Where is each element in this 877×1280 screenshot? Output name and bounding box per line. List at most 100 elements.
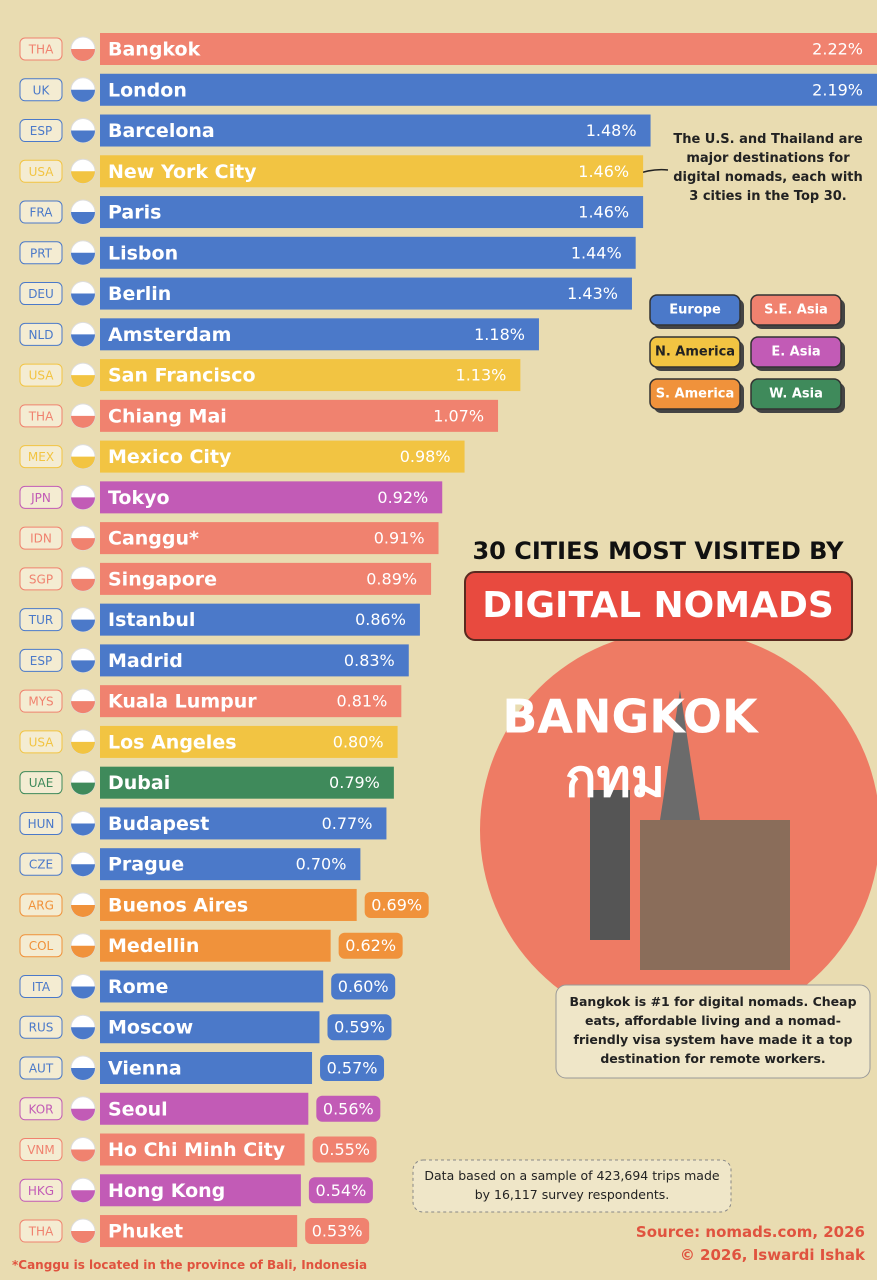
bar — [100, 562, 432, 595]
flag — [71, 497, 95, 510]
flag — [71, 334, 95, 347]
code-pill — [19, 282, 63, 306]
temple — [640, 820, 790, 970]
country-code: COL — [29, 939, 54, 953]
value-pill — [312, 1136, 377, 1163]
country-code: ESP — [30, 654, 52, 668]
value-label: 1.46% — [578, 162, 629, 181]
flag — [71, 49, 95, 61]
value-label: 0.62% — [345, 936, 396, 955]
value-label: 0.83% — [344, 651, 395, 670]
bar — [100, 522, 439, 555]
value-label: 0.70% — [296, 855, 347, 874]
country-code: JPN — [30, 491, 51, 505]
country-code: VNM — [27, 1143, 55, 1157]
country-code: PRT — [30, 246, 53, 260]
bar — [100, 1215, 298, 1248]
flag — [71, 130, 95, 143]
code-pill — [19, 1097, 63, 1121]
value-label: 0.69% — [371, 895, 422, 914]
code-pill — [19, 893, 63, 917]
credit: © 2026, Iswardi Ishak — [679, 1246, 865, 1264]
flag — [71, 741, 95, 754]
legend-swatch — [750, 378, 842, 410]
legend-swatch — [649, 336, 741, 368]
flag — [71, 782, 95, 795]
value-label: 0.53% — [312, 1222, 363, 1241]
code-pill — [19, 526, 63, 550]
code-pill — [19, 1219, 63, 1243]
bar — [100, 155, 644, 188]
bar — [100, 725, 398, 758]
legend-label: Europe — [669, 303, 721, 318]
country-code: USA — [29, 735, 55, 749]
bar — [100, 236, 636, 269]
code-pill — [19, 241, 63, 265]
flag — [71, 171, 95, 184]
value-label: 0.92% — [377, 488, 428, 507]
country-code: MEX — [28, 450, 54, 464]
code-pill — [19, 974, 63, 998]
bar — [100, 1092, 309, 1125]
value-label: 0.55% — [319, 1140, 370, 1159]
value-label: 0.91% — [374, 529, 425, 548]
country-code: SGP — [29, 572, 53, 586]
bar — [100, 318, 539, 351]
bar — [100, 685, 402, 718]
value-label: 0.77% — [322, 814, 373, 833]
country-code: TUR — [28, 613, 53, 627]
country-code: ESP — [30, 124, 52, 138]
country-code: IDN — [30, 532, 52, 546]
flag — [71, 823, 95, 836]
city-label: Tokyo — [108, 487, 170, 509]
country-code: THA — [28, 409, 54, 423]
bar — [100, 644, 409, 677]
title-box — [464, 571, 853, 641]
building — [590, 790, 630, 940]
value-label: 0.81% — [336, 692, 387, 711]
value-label: 1.43% — [567, 284, 618, 303]
value-label: 1.07% — [433, 406, 484, 425]
bar — [100, 603, 420, 636]
city-label: London — [108, 79, 187, 101]
code-pill — [19, 567, 63, 591]
value-pill — [331, 973, 396, 1000]
legend-swatch — [750, 294, 842, 326]
country-code: DEU — [28, 287, 54, 301]
country-code: ARG — [28, 898, 54, 912]
code-pill — [19, 1178, 63, 1202]
flag — [71, 660, 95, 673]
bar — [100, 1174, 301, 1207]
country-code: ITA — [32, 980, 51, 994]
flag — [71, 1190, 95, 1203]
city-label: Los Angeles — [108, 731, 237, 753]
country-code: UAE — [29, 776, 54, 790]
flag — [71, 212, 95, 225]
city-label: San Francisco — [108, 365, 256, 387]
value-pill — [320, 1055, 385, 1081]
code-pill — [19, 322, 63, 346]
country-code: THA — [28, 43, 54, 57]
code-pill — [19, 485, 63, 509]
flag — [71, 1068, 95, 1080]
country-code: RUS — [29, 1021, 54, 1035]
country-code: MYS — [28, 695, 53, 709]
source: Source: nomads.com, 2026 — [635, 1223, 865, 1241]
flag — [71, 904, 95, 917]
country-code: UK — [33, 83, 51, 97]
annotation: The U.S. and Thailand are major destinat… — [673, 132, 863, 204]
code-pill — [19, 648, 63, 672]
code-pill — [19, 1056, 63, 1080]
value-label: 0.57% — [327, 1059, 378, 1078]
city-label: Berlin — [108, 283, 171, 305]
flag — [71, 456, 95, 469]
country-code: USA — [29, 165, 55, 179]
flag — [71, 538, 95, 551]
code-pill — [19, 1015, 63, 1039]
value-pill — [305, 1218, 370, 1245]
legend-label: S.E. Asia — [764, 303, 828, 318]
city-label: Singapore — [108, 568, 217, 590]
value-label: 0.79% — [329, 773, 380, 792]
